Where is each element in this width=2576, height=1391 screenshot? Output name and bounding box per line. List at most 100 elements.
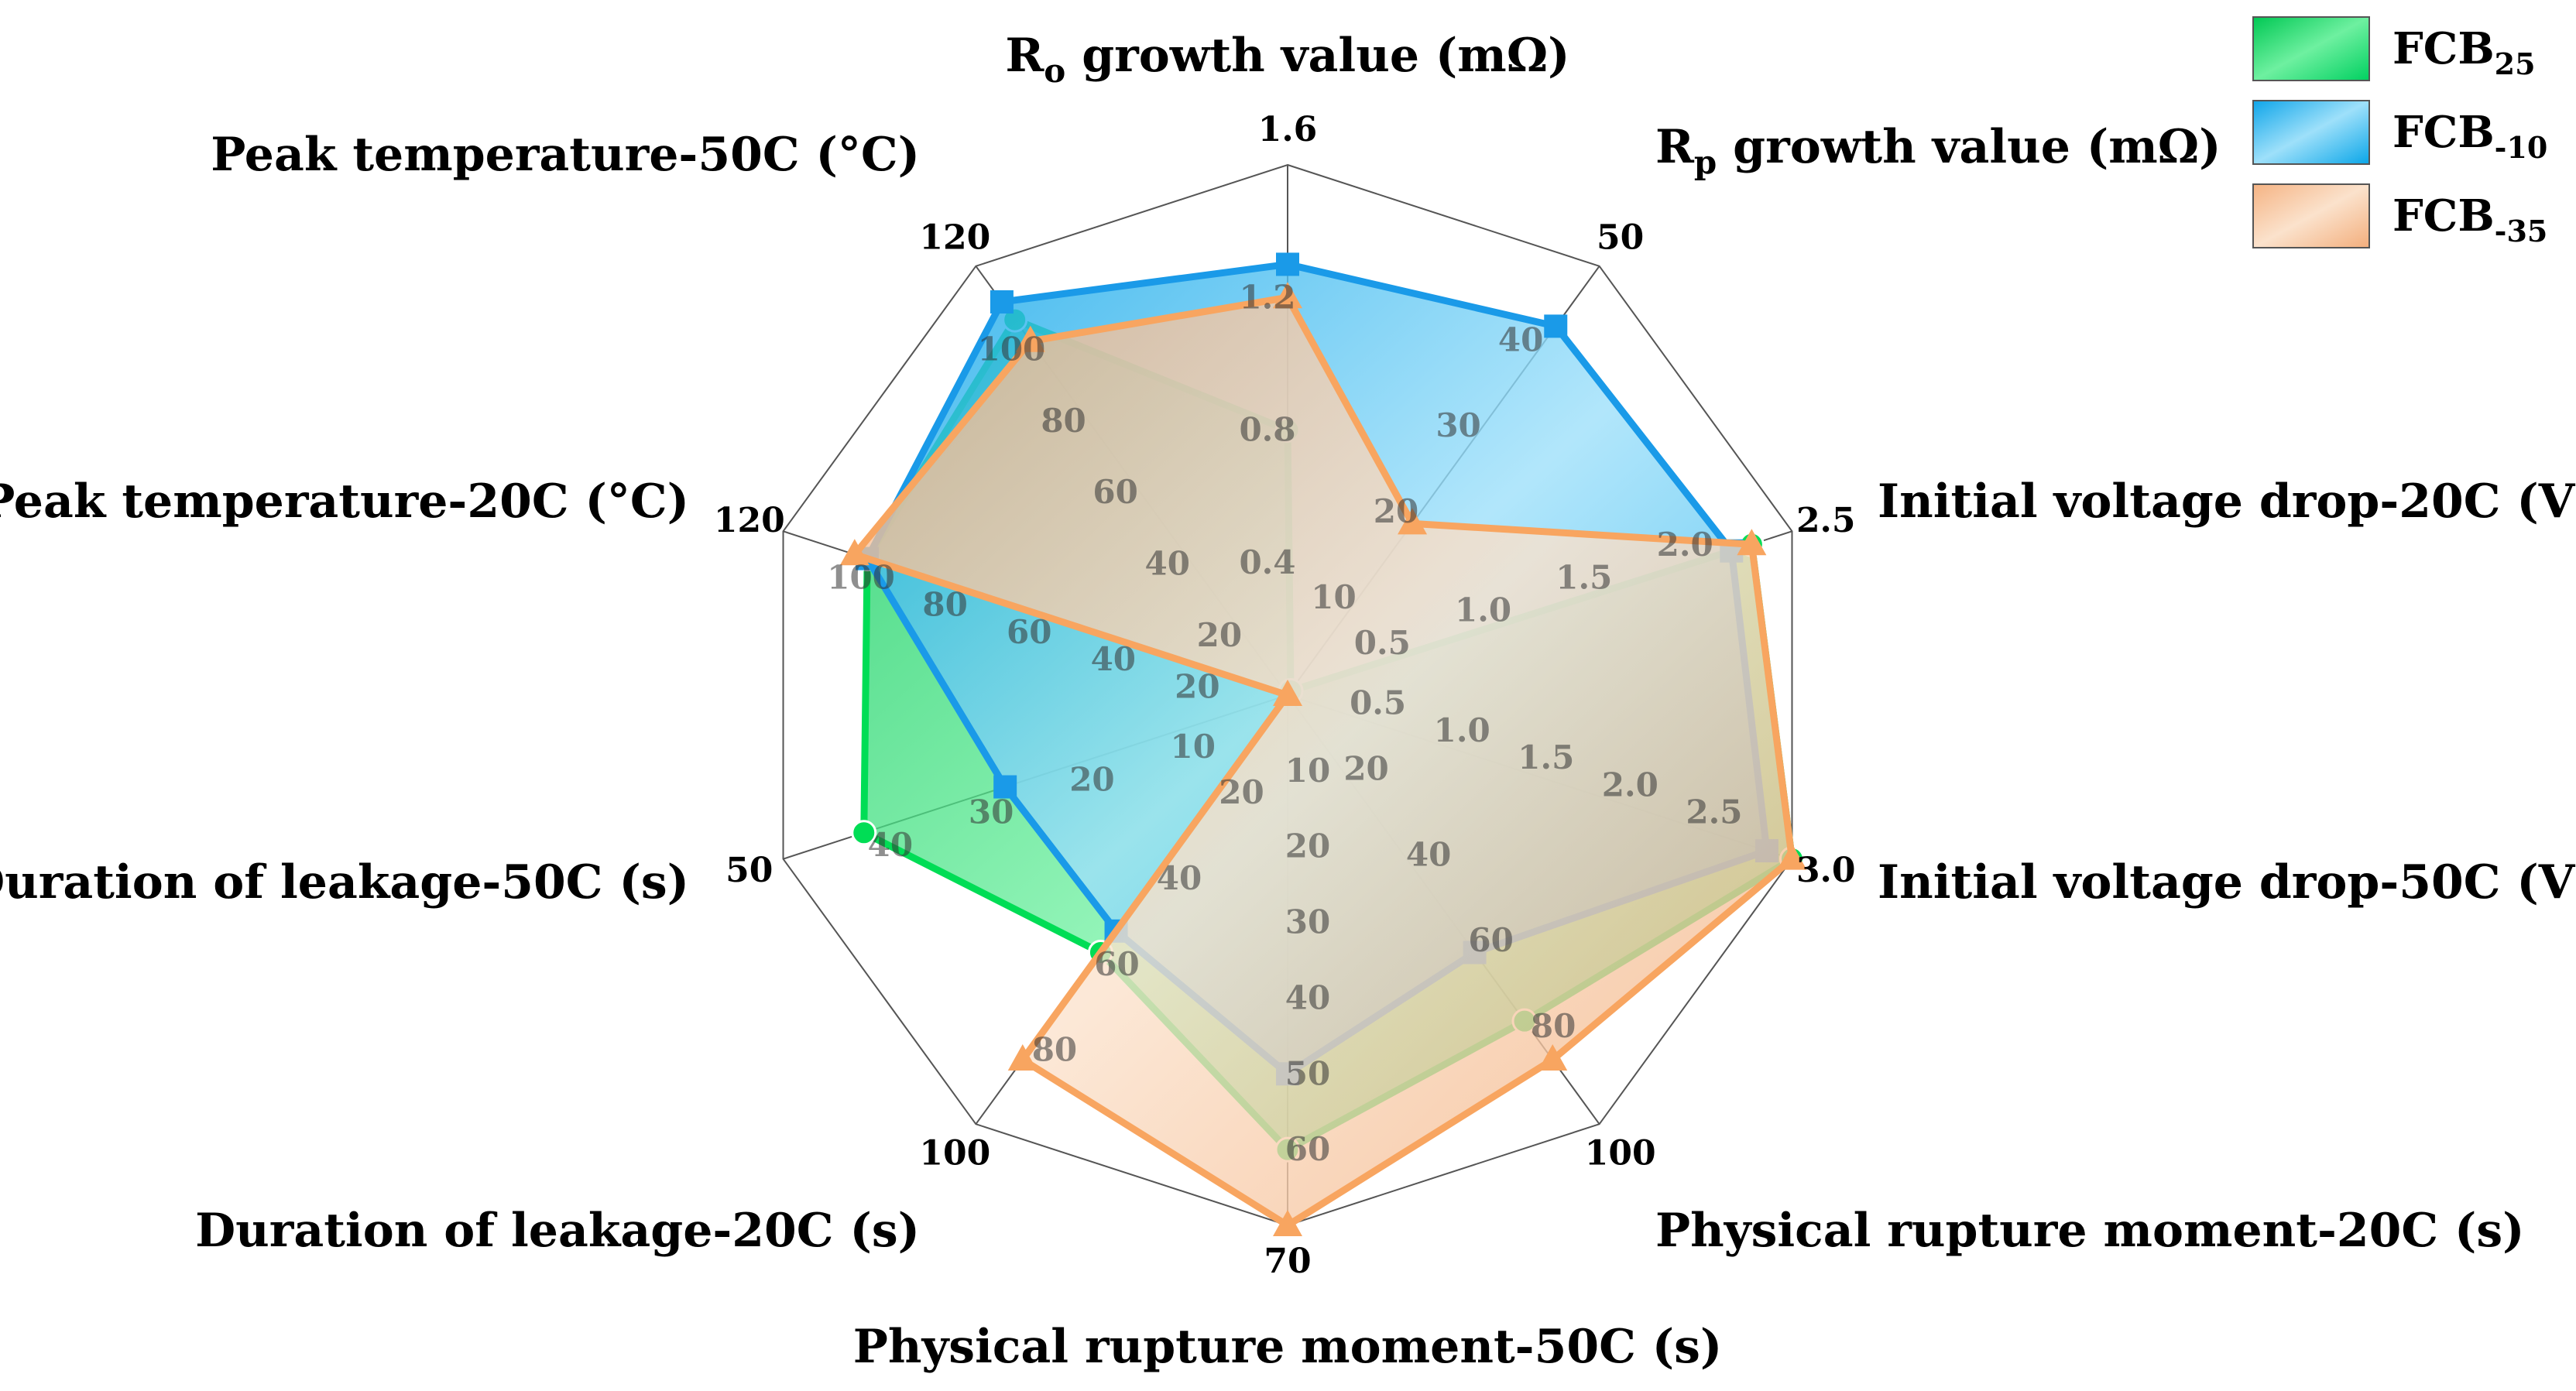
label-main: FCB xyxy=(2392,107,2495,158)
tick-label: 0.5 xyxy=(1350,684,1406,722)
tick-label: 1.0 xyxy=(1434,711,1490,749)
tick-label: 20 xyxy=(1343,750,1388,788)
data-point xyxy=(993,775,1017,799)
label-suffix: growth value (mΩ) xyxy=(1717,120,2221,174)
tick-label: 40 xyxy=(1157,859,1202,897)
legend-label: FCB-10 xyxy=(2392,107,2547,165)
data-point xyxy=(1777,843,1807,870)
tick-label: 40 xyxy=(1285,978,1330,1016)
axis-label: Duration of leakage-20C (s) xyxy=(195,1204,920,1258)
label-main: Duration of leakage-50C (s) xyxy=(0,855,689,910)
tick-label: 80 xyxy=(922,586,967,624)
tick-label: 10 xyxy=(1171,728,1216,766)
tick-label-max: 120 xyxy=(919,218,990,258)
data-point xyxy=(1538,1044,1568,1071)
tick-label: 30 xyxy=(1435,406,1480,444)
legend-swatch xyxy=(2252,100,2370,165)
tick-label: 2.0 xyxy=(1657,526,1713,564)
tick-label: 0.4 xyxy=(1239,543,1295,581)
data-point xyxy=(1015,325,1045,352)
label-main: FCB xyxy=(2392,190,2495,242)
data-point xyxy=(1273,282,1302,309)
tick-label: 100 xyxy=(978,330,1046,368)
legend-swatch xyxy=(2252,16,2370,81)
tick-label: 1.2 xyxy=(1239,278,1295,316)
tick-label: 0.5 xyxy=(1354,624,1411,662)
tick-label: 20 xyxy=(1374,492,1418,530)
tick-label: 2.5 xyxy=(1686,793,1742,831)
series-fcb-35 xyxy=(839,282,1807,1236)
tick-label-max: 2.5 xyxy=(1796,501,1856,540)
series-layer xyxy=(839,252,1807,1236)
axis-label: Ro growth value (mΩ) xyxy=(1005,29,1569,90)
label-main: R xyxy=(1655,120,1695,174)
tick-label: 80 xyxy=(1041,402,1086,440)
tick-label: 40 xyxy=(1406,835,1451,873)
data-point xyxy=(990,290,1014,314)
tick-label: 30 xyxy=(969,793,1014,831)
tick-label: 60 xyxy=(1285,1130,1330,1168)
legend-swatch xyxy=(2252,183,2370,248)
axis-label: Peak temperature-50C (°C) xyxy=(211,128,920,182)
tick-layer: 0.40.81.21.610203040500.51.01.52.02.50.5… xyxy=(714,110,1856,1281)
data-point xyxy=(1398,508,1428,535)
label-subscript: -35 xyxy=(2495,214,2548,248)
tick-label: 100 xyxy=(827,558,895,596)
axis-label: Duration of leakage-50C (s) xyxy=(0,855,689,910)
tick-label: 60 xyxy=(1468,921,1513,959)
label-main: Duration of leakage-20C (s) xyxy=(195,1204,920,1258)
tick-label-max: 70 xyxy=(1264,1242,1311,1281)
data-point xyxy=(1273,680,1302,706)
data-point xyxy=(1737,529,1767,556)
axis-label: Rp growth value (mΩ) xyxy=(1655,120,2221,181)
tick-label: 0.8 xyxy=(1239,411,1295,449)
tick-label: 2.0 xyxy=(1602,766,1658,803)
legend-label: FCB-35 xyxy=(2392,190,2547,248)
label-subscript: 25 xyxy=(2495,46,2536,81)
data-point xyxy=(1007,1044,1038,1071)
tick-label: 60 xyxy=(1007,613,1051,651)
tick-label-max: 120 xyxy=(714,501,785,540)
axis-label: Peak temperature-20C (°C) xyxy=(0,475,689,529)
label-main: Physical rupture moment-20C (s) xyxy=(1655,1204,2525,1258)
label-main: Peak temperature-50C (°C) xyxy=(211,128,920,182)
label-main: FCB xyxy=(2392,23,2495,74)
tick-label: 40 xyxy=(868,826,913,864)
tick-label: 30 xyxy=(1285,903,1330,941)
label-main: Initial voltage drop-50C (V) xyxy=(1878,855,2576,910)
label-subscript: -10 xyxy=(2495,130,2548,165)
tick-label: 20 xyxy=(1219,773,1264,811)
label-subscript: o xyxy=(1044,52,1065,90)
tick-label: 20 xyxy=(1175,667,1219,705)
tick-label: 40 xyxy=(1091,640,1136,678)
tick-label: 1.5 xyxy=(1518,738,1574,776)
tick-label-max: 100 xyxy=(919,1133,990,1173)
axis-label: Initial voltage drop-50C (V) xyxy=(1878,855,2576,910)
data-point xyxy=(1544,314,1568,338)
tick-label-max: 1.6 xyxy=(1258,110,1318,149)
label-suffix: growth value (mΩ) xyxy=(1065,29,1569,83)
tick-label: 80 xyxy=(1032,1031,1077,1069)
data-point xyxy=(1273,1210,1302,1236)
label-main: Physical rupture moment-50C (s) xyxy=(853,1320,1723,1374)
label-main: Peak temperature-20C (°C) xyxy=(0,475,689,529)
tick-label: 1.5 xyxy=(1556,558,1612,596)
tick-label: 60 xyxy=(1092,473,1137,511)
tick-label: 20 xyxy=(1069,760,1114,798)
tick-label-max: 3.0 xyxy=(1796,851,1856,890)
label-main: Initial voltage drop-20C (V) xyxy=(1878,475,2576,529)
label-subscript: p xyxy=(1694,143,1717,181)
legend-label: FCB25 xyxy=(2392,23,2536,81)
label-main: R xyxy=(1005,29,1044,83)
tick-label-max: 50 xyxy=(1597,218,1644,258)
tick-label: 40 xyxy=(1498,320,1543,358)
tick-label-max: 50 xyxy=(725,851,773,890)
data-point xyxy=(1276,252,1299,276)
axis-label: Physical rupture moment-20C (s) xyxy=(1655,1204,2525,1258)
axis-label: Physical rupture moment-50C (s) xyxy=(853,1320,1723,1374)
axis-label-layer: Ro growth value (mΩ)Rp growth value (mΩ)… xyxy=(0,29,2576,1374)
data-point xyxy=(839,539,870,566)
tick-label: 40 xyxy=(1145,545,1190,583)
tick-label-max: 100 xyxy=(1585,1133,1656,1173)
